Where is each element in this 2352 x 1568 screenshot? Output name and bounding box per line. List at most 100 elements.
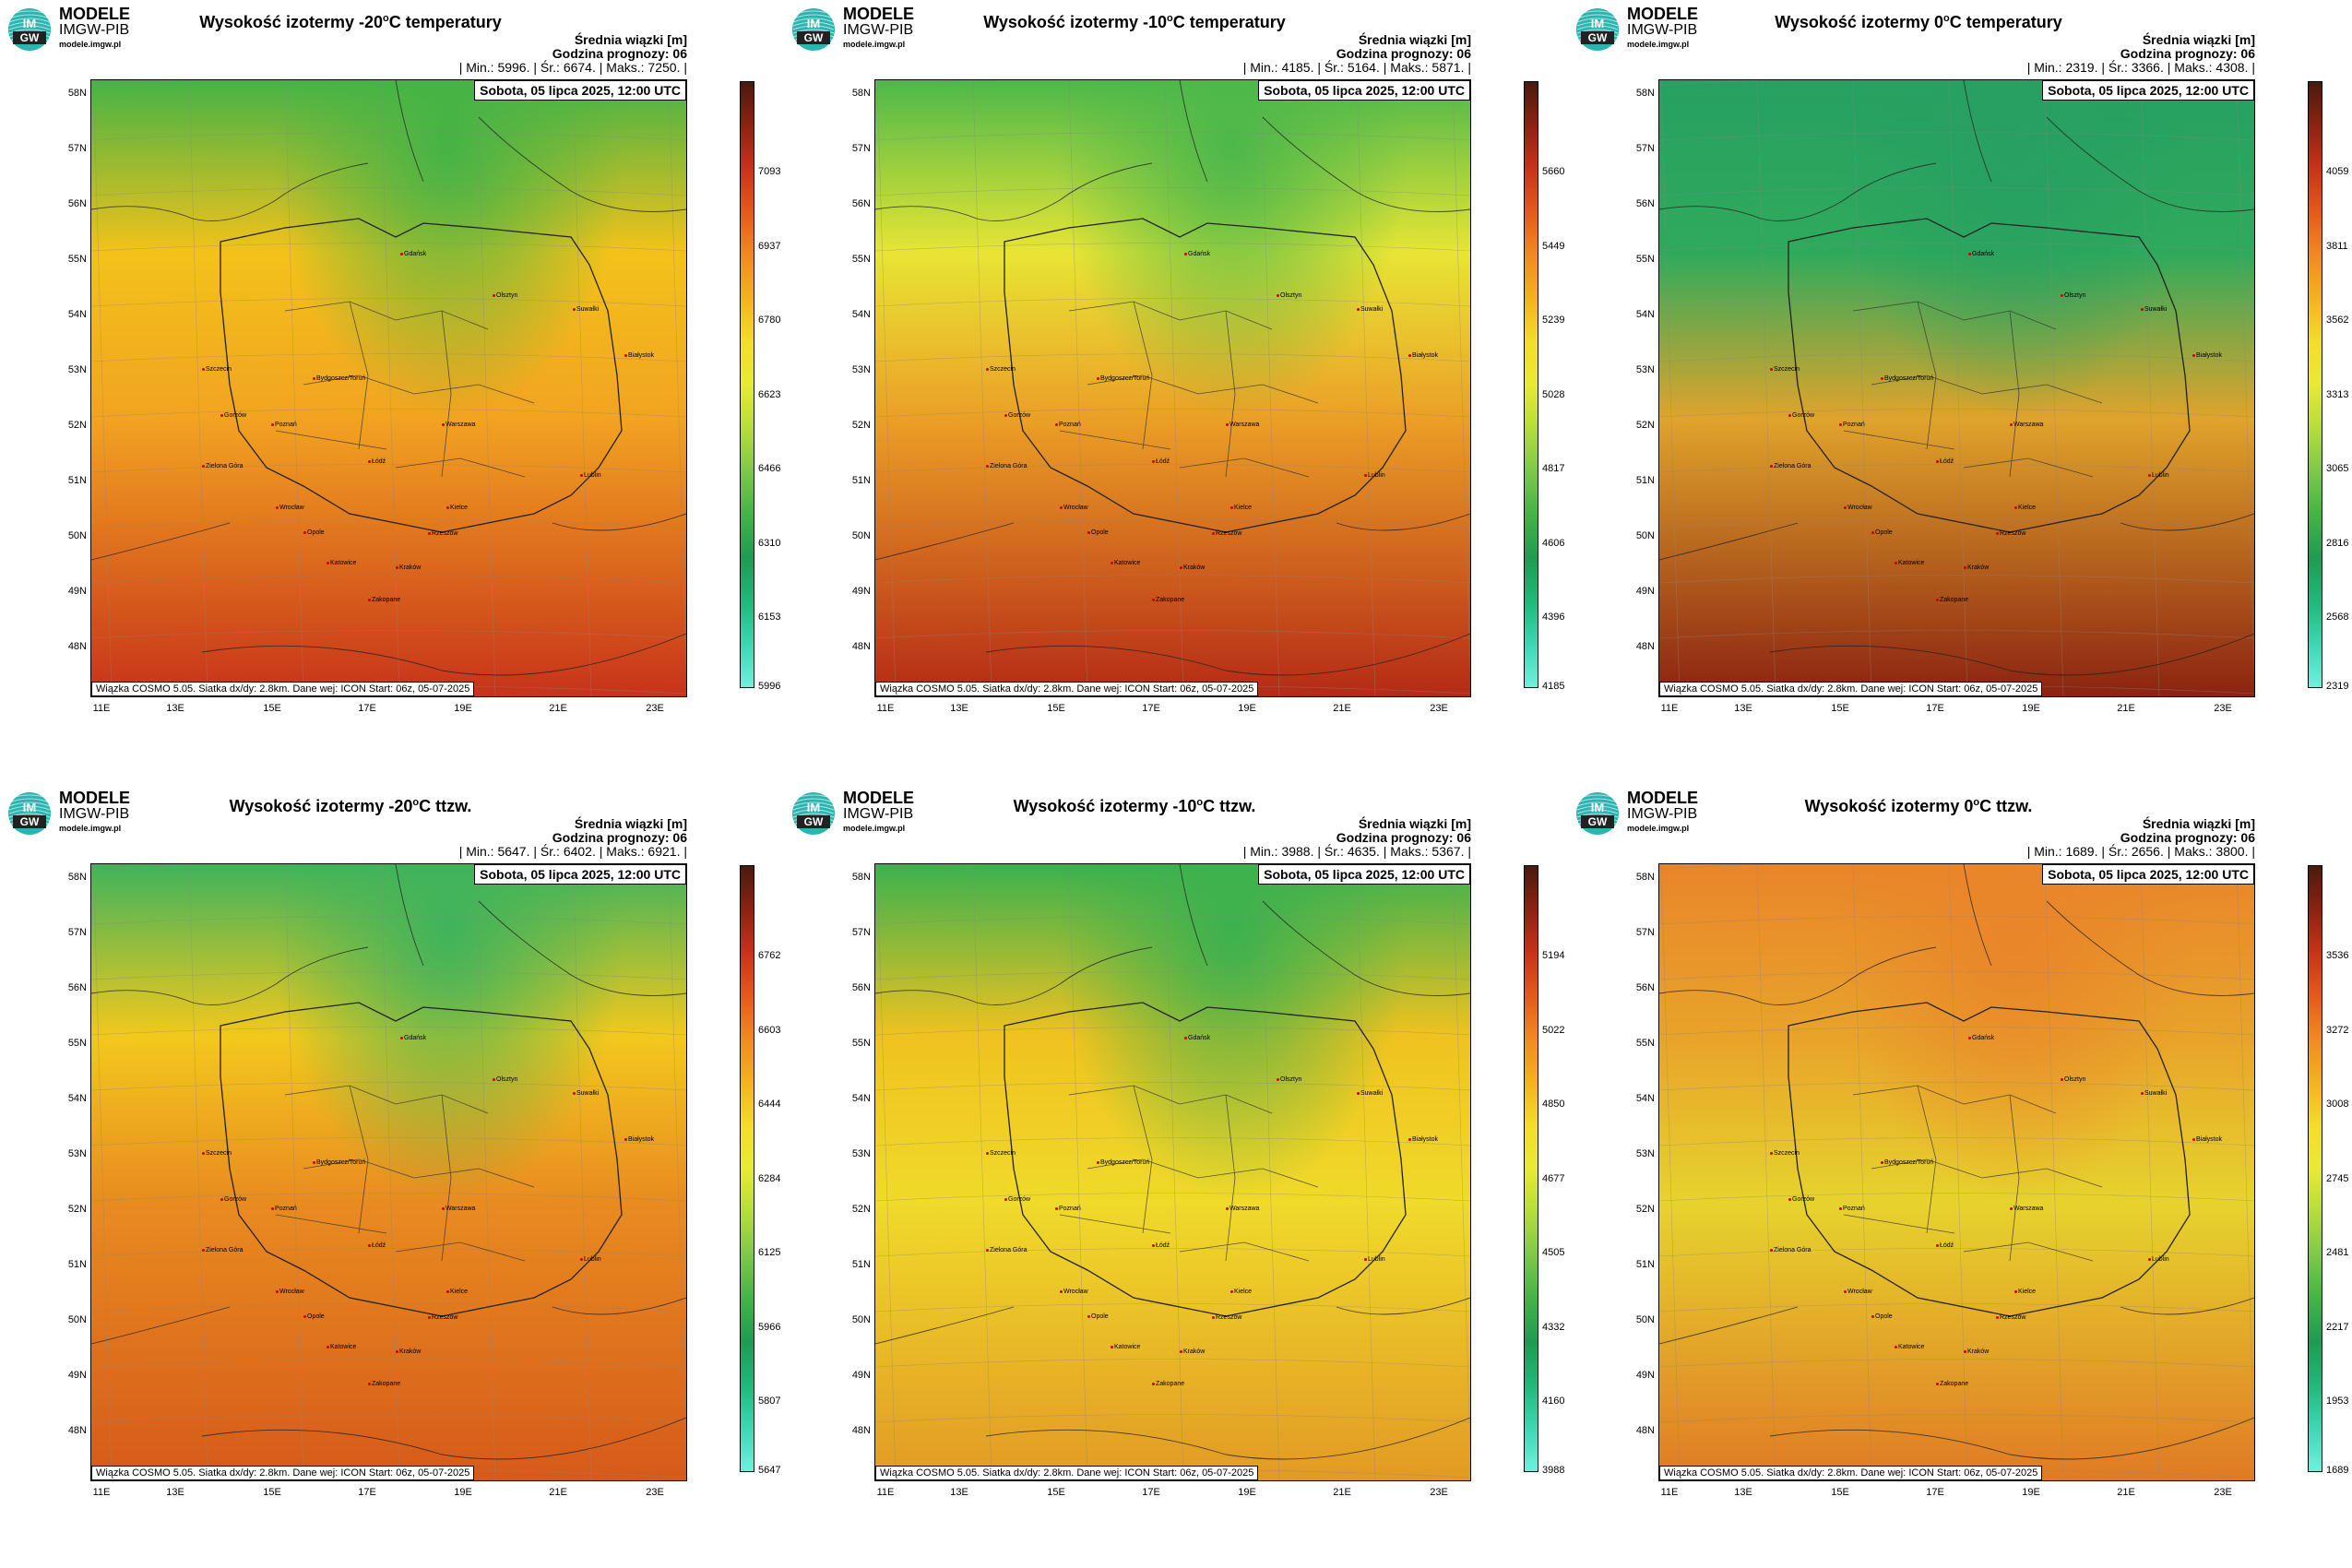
colorbar-tick: 5194 [1542, 950, 1565, 961]
avg-value: 5164. [1347, 60, 1380, 75]
city-label: Białystok [624, 352, 654, 359]
city-name: Poznań [1843, 422, 1865, 428]
longitude-label: 23E [646, 703, 664, 714]
city-name: Warszawa [445, 1206, 476, 1212]
city-label: Gorzów [1004, 1196, 1030, 1203]
latitude-label: 57N [67, 927, 87, 938]
colorbar-tick: 6466 [758, 463, 781, 474]
units-label: Średnia wiązki [m] [2142, 816, 2255, 831]
svg-text:IM: IM [1591, 17, 1604, 30]
longitude-label: 11E [1660, 1487, 1679, 1498]
min-value: 5647. [497, 844, 530, 859]
city-name: Rzeszów [2000, 530, 2026, 537]
svg-text:IM: IM [807, 801, 820, 814]
city-label: Bydgoszcz/Toruń [1881, 1159, 1933, 1166]
forecast-map: Gdańsk Olsztyn Suwałki Białystok Szczecin Byd… [1658, 863, 2255, 1481]
colorbar-tick: 3536 [2326, 950, 2349, 961]
colorbar-tick: 5449 [1542, 240, 1565, 252]
longitude-label: 17E [358, 703, 376, 714]
city-name: Lublin [1368, 1256, 1385, 1263]
longitude-label: 21E [2117, 1487, 2135, 1498]
city-label: Warszawa [1226, 422, 1259, 428]
city-label: Zakopane [368, 1381, 400, 1387]
latitude-label: 56N [851, 198, 871, 209]
city-name: Bydgoszcz/Toruń [1884, 1159, 1934, 1166]
longitude-label: 15E [1831, 703, 1849, 714]
brand-text: MODELE IMGW-PIB modele.imgw.pl [843, 6, 914, 49]
city-label: Gdańsk [400, 1035, 426, 1041]
stats-block: Średnia wiązki [m] Godzina prognozy: 06 | … [2027, 33, 2255, 75]
city-name: Zakopane [372, 597, 401, 603]
city-label: Lublin [580, 1256, 601, 1263]
avg-label: | Śr.: [2101, 844, 2128, 859]
brand-text: MODELE IMGW-PIB modele.imgw.pl [1627, 790, 1698, 833]
colorbar-tick: 4677 [1542, 1172, 1565, 1184]
city-name: Gdańsk [1972, 251, 1995, 257]
latitude-label: 49N [1635, 1370, 1655, 1381]
latitude-label: 51N [67, 475, 87, 486]
city-name: Warszawa [2013, 1206, 2044, 1212]
city-name: Kielce [1234, 1289, 1253, 1295]
city-label: Poznań [271, 422, 297, 428]
longitude-label: 21E [2117, 703, 2135, 714]
forecast-hour: Godzina prognozy: 06 [2120, 46, 2255, 61]
city-label: Kielce [446, 505, 468, 511]
city-name: Opole [307, 529, 325, 536]
city-name: Łódź [372, 458, 386, 465]
city-label: Katowice [1895, 1344, 1924, 1350]
longitude-label: 11E [876, 703, 895, 714]
city-name: Gdańsk [404, 251, 427, 257]
max-label: | Maks.: [599, 844, 645, 859]
map-grid-and-borders [875, 80, 1470, 696]
city-label: Olsztyn [1277, 292, 1301, 299]
city-label: Kraków [1180, 1348, 1205, 1355]
longitude-label: 21E [549, 1487, 567, 1498]
colorbar-tick: 5660 [1542, 166, 1565, 177]
min-value: 4185. [1281, 60, 1314, 75]
longitude-label: 17E [1926, 703, 1944, 714]
latitude-label: 50N [851, 530, 871, 541]
colorbar-tick: 2816 [2326, 537, 2349, 549]
longitude-label: 19E [1238, 1487, 1256, 1498]
brand-name: MODELE [843, 5, 915, 23]
city-label: Zielona Góra [986, 463, 1027, 469]
panel-title: Wysokość izotermy -10oC temperatury [932, 13, 1337, 32]
colorbar-tick: 5239 [1542, 315, 1565, 326]
latitude-label: 49N [1635, 586, 1655, 597]
city-label: Gorzów [1004, 412, 1030, 419]
map-panel: IM GW MODELE IMGW-PIB modele.imgw.pl Wysokość… [784, 784, 1568, 1568]
city-name: Łódź [1156, 1242, 1170, 1249]
imgw-logo-icon: IMGW [1576, 792, 1619, 835]
latitude-label: 53N [67, 1148, 87, 1159]
colorbar-tick: 4817 [1542, 463, 1565, 474]
avg-label: | Śr.: [533, 60, 560, 75]
colorbar-tick: 6444 [758, 1099, 781, 1110]
latitude-label: 50N [67, 1314, 87, 1325]
city-name: Wrocław [1063, 1289, 1088, 1295]
city-name: Kraków [399, 564, 422, 571]
latitude-label: 48N [67, 1425, 87, 1436]
colorbar-tick: 6153 [758, 612, 781, 623]
colorbar [1524, 865, 1538, 1472]
longitude-label: 19E [454, 1487, 472, 1498]
brand-org: IMGW-PIB [843, 806, 914, 822]
city-label: Zakopane [1936, 1381, 1968, 1387]
city-label: Rzeszów [1212, 530, 1241, 537]
city-name: Szczecin [990, 1150, 1016, 1157]
min-label: | Min.: [2026, 844, 2062, 859]
city-label: Warszawa [442, 1206, 475, 1212]
panel-title: Wysokość izotermy 0oC temperatury [1716, 13, 2121, 32]
city-name: Gdańsk [1972, 1035, 1995, 1041]
latitude-label: 50N [67, 530, 87, 541]
max-label: | Maks.: [1383, 844, 1429, 859]
brand-org: IMGW-PIB [843, 22, 914, 38]
forecast-hour: Godzina prognozy: 06 [1336, 46, 1471, 61]
city-label: Warszawa [2010, 422, 2043, 428]
longitude-label: 21E [1333, 703, 1351, 714]
latitude-label: 52N [851, 420, 871, 431]
city-label: Katowice [1895, 560, 1924, 566]
city-name: Suwałki [1360, 306, 1384, 313]
city-label: Wrocław [1060, 505, 1088, 511]
city-label: Łódź [1936, 1242, 1954, 1249]
city-name: Poznań [1843, 1206, 1865, 1212]
